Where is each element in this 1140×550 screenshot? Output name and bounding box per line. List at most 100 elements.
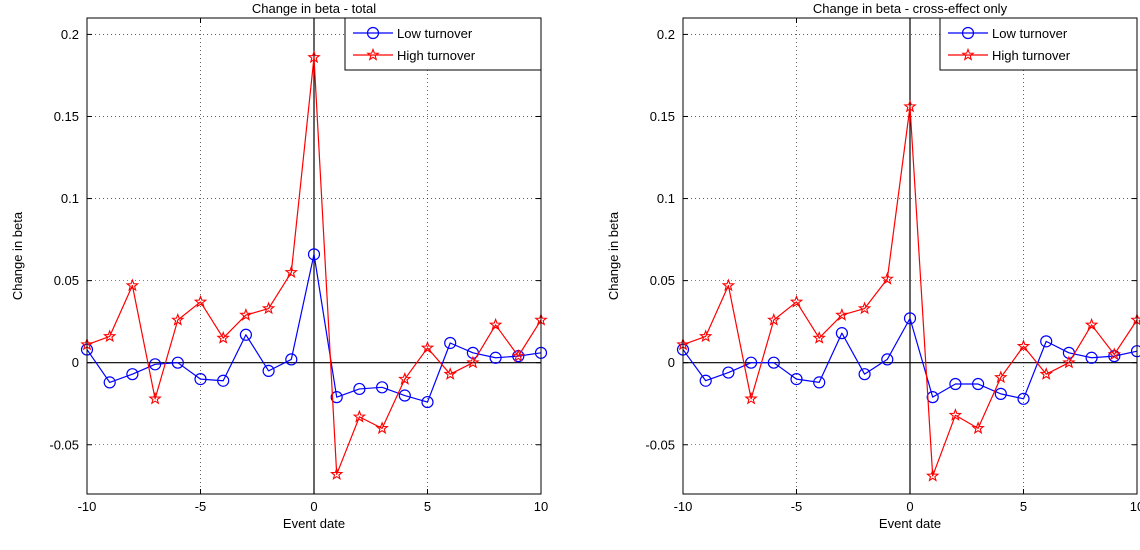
series-line	[86, 253, 542, 403]
data-point	[443, 367, 457, 380]
data-point	[444, 336, 457, 350]
data-point	[790, 373, 803, 386]
data-point	[307, 248, 321, 261]
x-tick-label: 0	[310, 499, 317, 514]
x-tick-label: 10	[534, 499, 548, 514]
chart-panel-1: -10 -5 0 5 10 -0.05 0 0.05 0.1 0.15 0.2 Change in b…	[10, 1, 548, 531]
data-point	[239, 308, 253, 321]
data-point	[699, 374, 712, 387]
y-tick-label: 0.2	[61, 27, 79, 42]
legend: Low turnover High turnover	[939, 17, 1138, 71]
data-point	[812, 330, 826, 344]
data-point	[903, 99, 917, 113]
x-tick-label: 0	[906, 499, 913, 514]
data-point	[398, 389, 411, 402]
data-point	[171, 356, 184, 369]
y-axis-label: Change in beta	[606, 211, 621, 300]
data-point	[767, 356, 780, 369]
data-point	[1085, 351, 1098, 364]
y-tick-label: 0.1	[657, 191, 675, 206]
data-point	[375, 421, 389, 435]
y-tick-label: -0.05	[49, 437, 79, 452]
data-point	[125, 278, 140, 292]
x-tick-label: 10	[1130, 499, 1140, 514]
data-point	[698, 329, 713, 343]
data-point	[193, 294, 208, 308]
x-tick-label: -5	[195, 499, 207, 514]
data-point	[149, 358, 162, 371]
chart-title: Change in beta - cross-effect only	[813, 1, 1008, 16]
legend-marker	[961, 47, 975, 61]
data-point	[767, 312, 781, 326]
data-point	[789, 294, 804, 308]
data-point	[194, 373, 207, 386]
data-point	[148, 391, 162, 405]
x-tick-label: 5	[1020, 499, 1027, 514]
series-line	[682, 106, 1138, 477]
data-point	[420, 340, 435, 354]
data-point	[421, 395, 434, 409]
data-point	[102, 329, 117, 343]
data-point	[466, 355, 480, 369]
legend-label: High turnover	[992, 48, 1071, 63]
y-axis-label: Change in beta	[10, 211, 25, 300]
series-line	[682, 317, 1138, 400]
y-tick-label: 0.15	[54, 109, 79, 124]
series-high-turnover	[676, 99, 1140, 482]
data-point	[1017, 392, 1030, 405]
data-point	[926, 391, 939, 404]
y-tick-label: 0.15	[650, 109, 675, 124]
data-point	[994, 387, 1007, 400]
legend-label: Low turnover	[397, 26, 473, 41]
series-low-turnover	[80, 248, 548, 409]
data-point	[353, 382, 366, 396]
data-point	[261, 301, 276, 315]
series-line	[86, 56, 542, 475]
data-point	[262, 364, 275, 377]
data-point	[835, 308, 849, 321]
data-point	[1062, 355, 1076, 369]
data-point	[285, 353, 298, 366]
x-tick-label: -10	[674, 499, 693, 514]
data-point	[1016, 339, 1031, 353]
data-point	[352, 409, 367, 423]
legend-label: High turnover	[397, 48, 476, 63]
data-point	[949, 377, 962, 391]
data-point	[1039, 367, 1053, 380]
data-point	[744, 391, 758, 405]
legend: Low turnover High turnover	[344, 17, 542, 71]
chart-panel-2: -10 -5 0 5 10 -0.05 0 0.05 0.1 0.15 0.2 Change in b…	[606, 1, 1140, 531]
legend-box	[939, 17, 1138, 71]
data-point	[721, 278, 736, 292]
data-point	[307, 50, 321, 64]
data-point	[948, 408, 963, 421]
x-tick-label: -5	[791, 499, 803, 514]
data-point	[813, 376, 826, 389]
chart-title: Change in beta - total	[252, 1, 376, 16]
data-point	[1107, 347, 1122, 361]
legend-marker	[366, 47, 380, 61]
data-point	[744, 356, 758, 369]
data-point	[1040, 335, 1053, 348]
y-tick-label: 0.2	[657, 27, 675, 42]
data-point	[858, 368, 871, 381]
x-tick-label: 5	[424, 499, 431, 514]
data-point	[376, 381, 389, 394]
data-point	[511, 349, 526, 362]
data-point	[1108, 350, 1121, 363]
data-point	[722, 366, 735, 379]
legend-label: Low turnover	[992, 26, 1068, 41]
data-point	[835, 327, 849, 340]
data-point	[881, 353, 894, 366]
data-point	[903, 312, 917, 325]
y-tick-label: 0.05	[54, 273, 79, 288]
y-tick-label: 0	[668, 355, 675, 370]
data-point	[103, 376, 116, 389]
legend-marker	[961, 26, 975, 40]
y-tick-label: 0	[72, 355, 79, 370]
data-point	[488, 317, 503, 331]
data-point	[971, 421, 985, 435]
x-axis-label: Event date	[879, 516, 941, 531]
data-point	[239, 328, 252, 341]
